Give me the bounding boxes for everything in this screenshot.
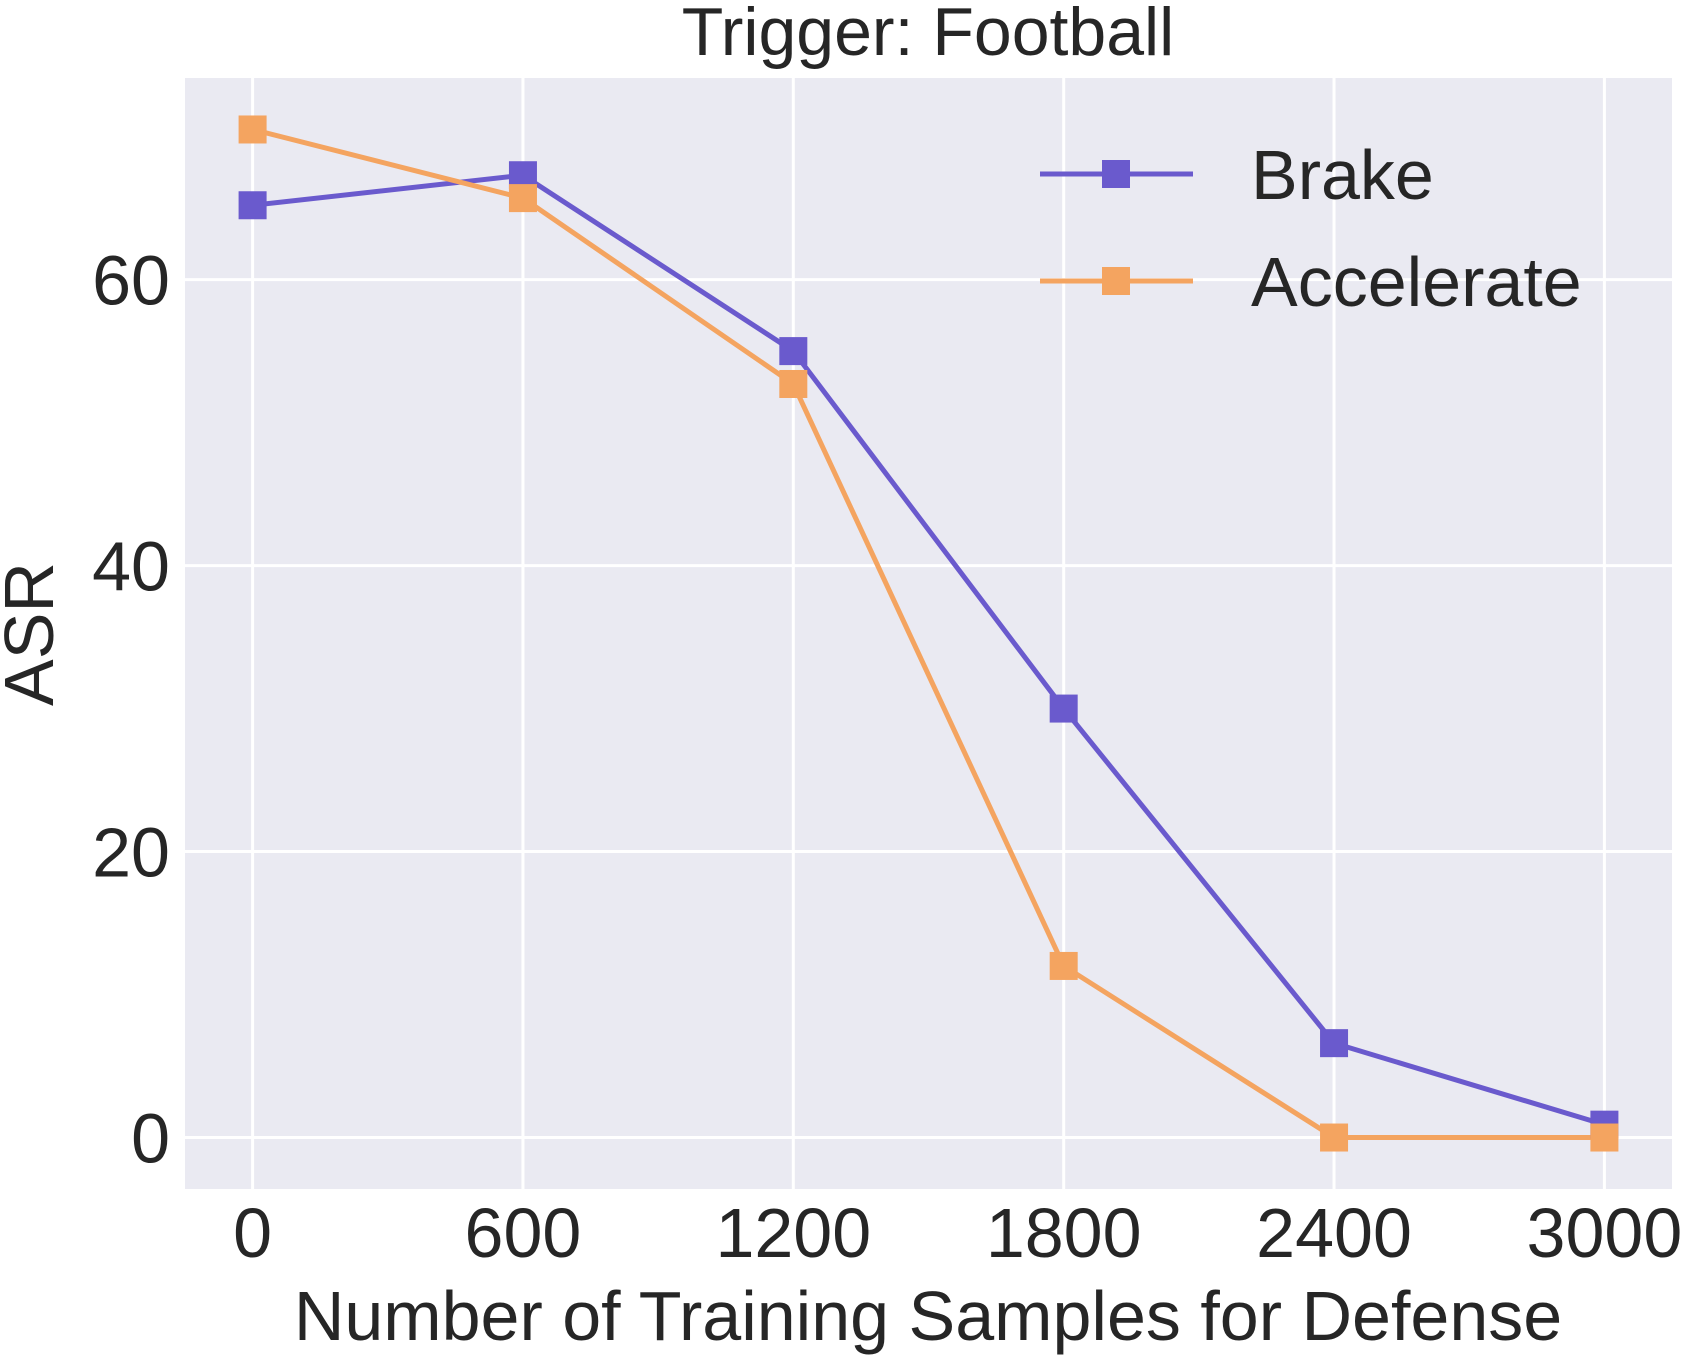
chart-title: Trigger: Football: [682, 0, 1175, 70]
x-tick-labels: 0 600 1200 1800 2400 3000: [233, 1194, 1682, 1272]
data-point-accelerate: [508, 184, 537, 213]
data-point-accelerate: [1590, 1123, 1619, 1152]
x-tick-label: 600: [465, 1194, 582, 1272]
data-point-brake: [1049, 694, 1078, 723]
y-tick-label: 40: [92, 528, 170, 606]
x-tick-label: 1800: [986, 1194, 1142, 1272]
x-tick-label: 0: [233, 1194, 272, 1272]
legend-label-brake: Brake: [1251, 136, 1434, 214]
y-axis-label: ASR: [0, 562, 68, 706]
y-tick-label: 0: [131, 1100, 170, 1178]
legend-marker-accelerate: [1102, 267, 1130, 295]
data-point-brake: [779, 337, 808, 366]
data-point-accelerate: [1049, 951, 1078, 980]
legend-marker-brake: [1102, 160, 1130, 188]
x-axis-label: Number of Training Samples for Defense: [294, 1277, 1562, 1355]
data-point-brake: [1320, 1029, 1349, 1058]
y-tick-label: 20: [92, 814, 170, 892]
series-markers: [238, 115, 1619, 1152]
y-tick-label: 60: [92, 242, 170, 320]
data-point-accelerate: [1320, 1123, 1349, 1152]
series-line-accelerate: [251, 127, 1605, 1141]
y-tick-labels: 0 20 40 60: [92, 242, 170, 1178]
x-tick-label: 3000: [1527, 1194, 1683, 1272]
x-tick-label: 1200: [715, 1194, 871, 1272]
legend: Brake Accelerate: [1040, 136, 1582, 321]
data-point-accelerate: [779, 369, 808, 398]
data-point-accelerate: [238, 115, 267, 144]
data-point-brake: [238, 191, 267, 220]
x-tick-label: 2400: [1256, 1194, 1412, 1272]
series-line-brake: [252, 172, 1606, 1128]
series-lines: [251, 127, 1606, 1141]
plot-background: [185, 78, 1672, 1189]
legend-label-accelerate: Accelerate: [1251, 243, 1582, 321]
